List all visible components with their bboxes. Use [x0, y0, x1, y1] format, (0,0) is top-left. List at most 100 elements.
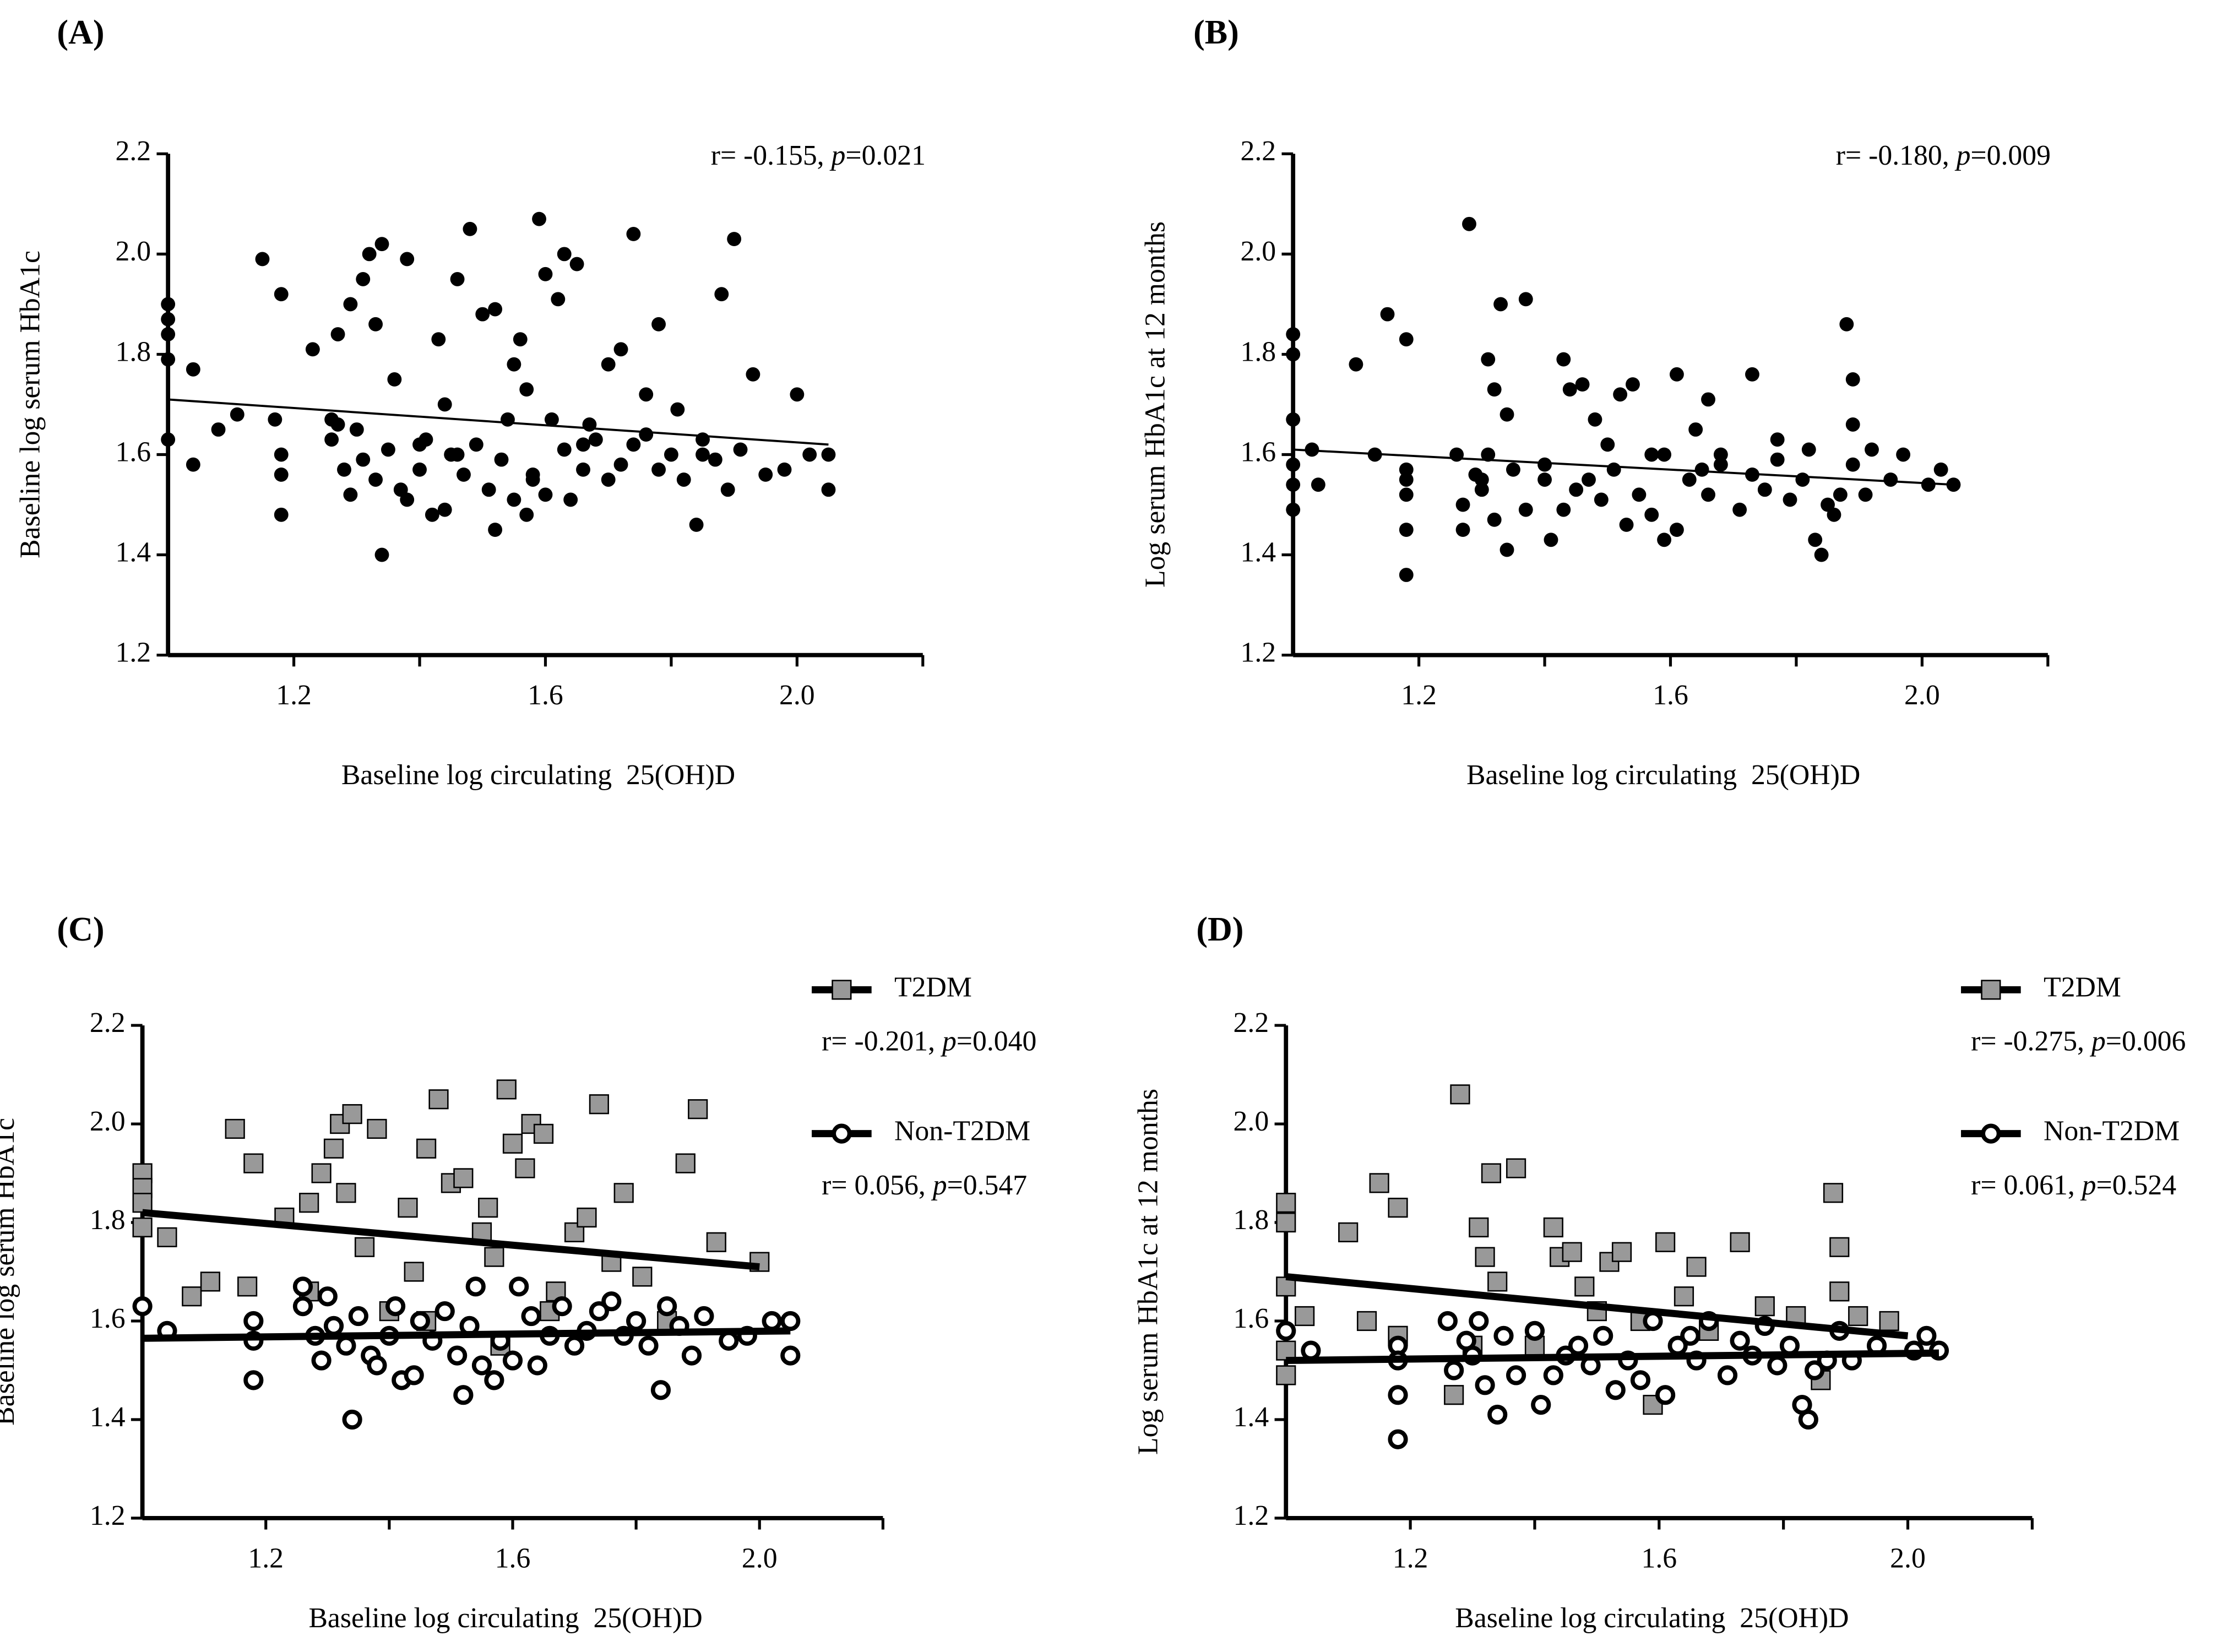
- point: [1644, 447, 1659, 462]
- x-axis-label: Baseline log circulating 25(OH)D: [341, 759, 735, 791]
- point: [349, 422, 364, 437]
- point: [374, 547, 389, 562]
- point: [502, 1350, 523, 1371]
- point: [1680, 1325, 1700, 1346]
- legend-label: T2DM: [2044, 971, 2121, 1003]
- point: [412, 462, 427, 477]
- point: [1506, 1158, 1526, 1178]
- point: [1688, 422, 1703, 437]
- annotation-italic: p: [940, 1026, 957, 1057]
- point: [1713, 457, 1728, 472]
- point: [664, 447, 678, 462]
- point: [161, 297, 176, 312]
- point: [1896, 447, 1911, 462]
- point: [1655, 1385, 1676, 1405]
- point: [569, 257, 584, 271]
- point: [762, 1311, 782, 1332]
- point: [1455, 523, 1470, 537]
- point: [1795, 472, 1810, 487]
- point: [1399, 568, 1414, 582]
- point: [400, 252, 415, 267]
- fit-line: [168, 398, 829, 446]
- point: [576, 462, 590, 477]
- x-tick-label: 1.6: [1641, 1542, 1677, 1574]
- fit-line: [1285, 1273, 1909, 1340]
- point: [481, 482, 496, 497]
- point: [1808, 532, 1823, 547]
- y-axis-label: Log serum HbA1c at 12 months: [1139, 221, 1171, 588]
- point: [311, 1163, 332, 1183]
- point: [1562, 1242, 1582, 1262]
- point: [367, 1355, 387, 1376]
- legend-marker: [1981, 980, 2001, 1000]
- point: [1594, 492, 1609, 507]
- x-tick-label: 1.2: [1393, 1542, 1428, 1574]
- point: [453, 1385, 474, 1405]
- point: [1487, 1404, 1508, 1425]
- point: [186, 362, 200, 377]
- point: [1613, 387, 1628, 402]
- point: [1487, 382, 1502, 397]
- point: [488, 302, 503, 317]
- point: [650, 1380, 671, 1400]
- point: [342, 1409, 362, 1430]
- point: [1474, 482, 1489, 497]
- point: [601, 1291, 622, 1312]
- point: [323, 1316, 344, 1336]
- point: [790, 387, 805, 402]
- point: [1814, 547, 1829, 562]
- point: [419, 432, 433, 447]
- point: [1499, 542, 1514, 557]
- point: [404, 1262, 424, 1282]
- x-tick-label: 2.0: [1890, 1542, 1926, 1574]
- point: [478, 1198, 498, 1218]
- point: [1286, 502, 1301, 517]
- point: [1626, 377, 1640, 392]
- point: [465, 1276, 486, 1297]
- point: [1286, 327, 1301, 341]
- point: [821, 447, 836, 462]
- point: [161, 312, 176, 327]
- point: [243, 1370, 264, 1390]
- x-tick-label: 2.0: [742, 1542, 778, 1574]
- y-tick-label: 1.2: [1240, 637, 1276, 669]
- point: [447, 1345, 468, 1366]
- point: [507, 357, 521, 372]
- point: [1543, 1365, 1563, 1385]
- point: [1823, 1183, 1844, 1203]
- point: [538, 487, 553, 502]
- point: [1783, 492, 1797, 507]
- point: [1754, 1296, 1775, 1317]
- point: [1276, 1340, 1296, 1361]
- point: [733, 442, 748, 457]
- point: [362, 247, 377, 262]
- point: [1730, 1232, 1750, 1252]
- y-tick-label: 1.8: [1240, 336, 1276, 367]
- annotation-text: r= -0.201,: [822, 1026, 942, 1057]
- point: [1713, 447, 1728, 462]
- point: [639, 387, 654, 402]
- point: [1717, 1365, 1738, 1385]
- point: [1669, 367, 1684, 382]
- point: [404, 1365, 424, 1385]
- point: [324, 432, 339, 447]
- point: [1657, 532, 1672, 547]
- point: [425, 507, 439, 522]
- point: [1575, 377, 1590, 392]
- point: [1730, 1330, 1750, 1351]
- point: [225, 1118, 245, 1139]
- point: [1568, 1335, 1589, 1356]
- point: [1388, 1429, 1408, 1449]
- point: [132, 1193, 153, 1213]
- point: [268, 412, 282, 427]
- annotation-text: r= -0.155,: [711, 140, 832, 171]
- point: [305, 342, 320, 357]
- x-tick-label: 1.6: [528, 680, 563, 711]
- y-tick-label: 2.0: [1240, 236, 1276, 267]
- fit-line: [1293, 448, 1954, 486]
- y-tick-label: 1.4: [90, 1401, 126, 1433]
- point: [821, 482, 836, 497]
- fit-line: [142, 1209, 760, 1270]
- point: [1537, 472, 1552, 487]
